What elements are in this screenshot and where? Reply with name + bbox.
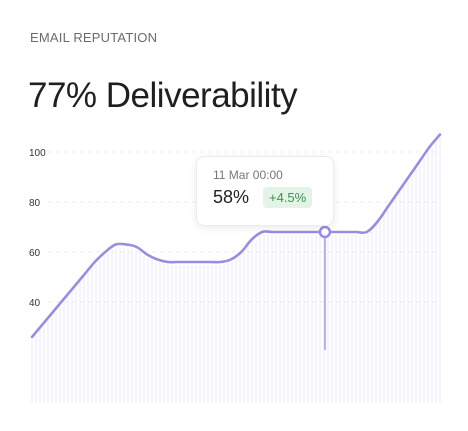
y-tick-label: 40 [29, 298, 41, 309]
y-tick-label: 80 [29, 198, 41, 209]
tooltip-change-badge: +4.5% [263, 187, 313, 208]
deliverability-series-line [30, 133, 442, 339]
tooltip-date: 11 Mar 00:00 [213, 168, 283, 182]
y-tick-label: 100 [29, 148, 46, 159]
card-eyebrow: EMAIL REPUTATION [30, 30, 158, 45]
y-tick-label: 60 [29, 248, 41, 259]
highlight-marker-dot[interactable] [318, 225, 332, 239]
tooltip-value: 58% [213, 187, 250, 207]
deliverability-headline: 77% Deliverability [28, 76, 298, 115]
y-axis-ticks: 40 60 80 100 [29, 148, 46, 309]
chart-tooltip: 11 Mar 00:00 58% +4.5% [196, 156, 334, 226]
area-fill-lines [31, 137, 441, 402]
